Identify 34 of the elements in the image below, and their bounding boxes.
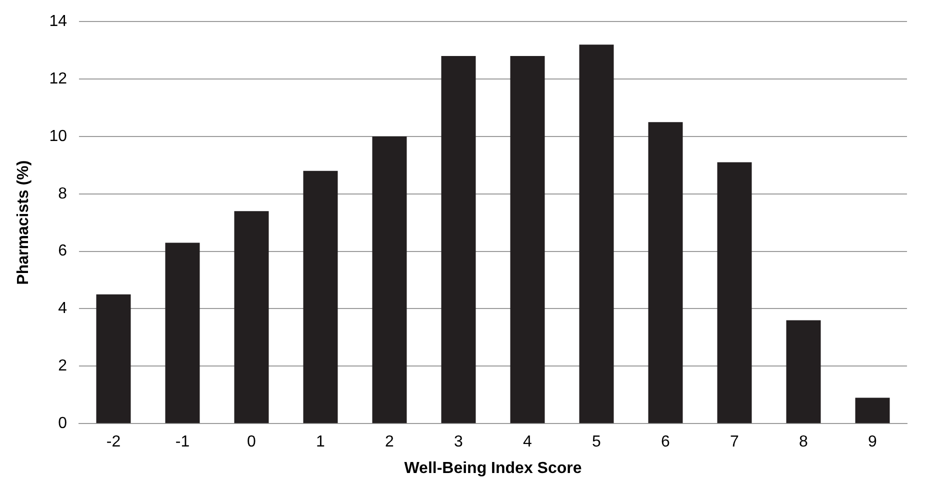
bar bbox=[234, 211, 269, 424]
x-tick-label: 8 bbox=[799, 434, 808, 451]
y-tick-label: 14 bbox=[49, 13, 68, 30]
bar bbox=[855, 398, 890, 424]
bar bbox=[372, 136, 407, 424]
x-tick-label: 9 bbox=[868, 434, 878, 451]
bar bbox=[717, 162, 752, 424]
x-tick-label: -2 bbox=[106, 434, 121, 451]
x-axis-title: Well-Being Index Score bbox=[404, 460, 582, 477]
x-tick-label: -1 bbox=[175, 434, 190, 451]
bar bbox=[303, 170, 338, 424]
y-tick-label: 12 bbox=[49, 70, 68, 88]
y-tick-label: 6 bbox=[58, 242, 68, 260]
bar bbox=[510, 56, 545, 424]
x-tick-label: 4 bbox=[523, 434, 532, 451]
bar bbox=[165, 242, 200, 424]
y-axis-title: Pharmacists (%) bbox=[15, 160, 32, 285]
bar bbox=[579, 44, 614, 424]
x-tick-label: 5 bbox=[592, 434, 602, 451]
y-tick-label: 0 bbox=[58, 415, 68, 432]
x-tick-label: 0 bbox=[247, 434, 256, 451]
y-tick-label: 2 bbox=[58, 358, 68, 375]
y-tick-label: 4 bbox=[58, 300, 68, 318]
x-tick-label: 6 bbox=[661, 434, 670, 451]
y-tick-label: 10 bbox=[49, 128, 68, 145]
bar bbox=[786, 320, 821, 424]
x-tick-label: 7 bbox=[730, 434, 740, 451]
bar bbox=[648, 122, 683, 424]
bar bbox=[441, 56, 476, 424]
y-tick-label: 8 bbox=[58, 185, 68, 202]
x-tick-label: 1 bbox=[316, 434, 326, 451]
bar bbox=[96, 294, 131, 424]
x-tick-label: 2 bbox=[385, 434, 394, 451]
x-tick-label: 3 bbox=[454, 434, 464, 451]
